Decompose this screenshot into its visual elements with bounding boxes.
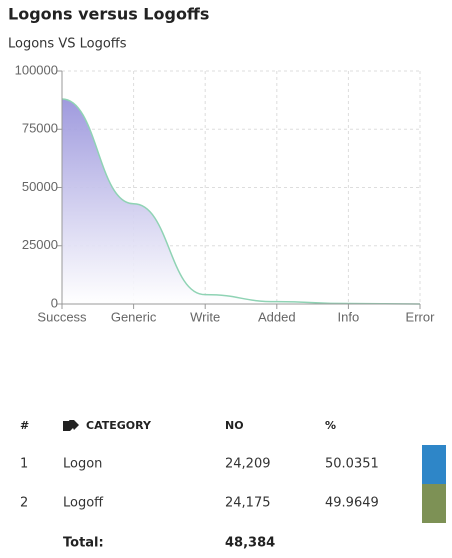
y-tick-label: 100000 <box>15 62 58 77</box>
col-header: # <box>20 419 29 432</box>
table-cell: 49.9649 <box>325 496 379 511</box>
x-tick-label: Generic <box>111 309 157 324</box>
chart-subtitle: Logons VS Logoffs <box>8 37 127 52</box>
total-value: 48,384 <box>225 536 275 551</box>
col-header: NO <box>225 419 244 432</box>
table-cell: 50.0351 <box>325 457 379 472</box>
chart-title: Logons versus Logoffs <box>8 5 209 24</box>
table-cell: Logon <box>63 457 102 472</box>
y-tick-label: 50000 <box>22 179 58 194</box>
row-color <box>422 484 446 523</box>
col-header: % <box>325 419 336 432</box>
tag-icon <box>63 420 79 431</box>
y-tick-label: 0 <box>51 295 58 310</box>
x-tick-label: Success <box>37 309 87 324</box>
y-tick-label: 75000 <box>22 121 58 136</box>
y-tick-label: 25000 <box>22 237 58 252</box>
x-tick-label: Info <box>338 309 360 324</box>
area-fill <box>62 98 420 305</box>
table-cell: 24,209 <box>225 457 271 472</box>
table-cell: 1 <box>20 457 28 472</box>
x-tick-label: Added <box>258 309 296 324</box>
col-header: CATEGORY <box>86 419 152 432</box>
table-cell: 24,175 <box>225 496 271 511</box>
total-label: Total: <box>63 536 104 551</box>
table-cell: Logoff <box>63 496 104 511</box>
row-color <box>422 445 446 484</box>
x-tick-label: Write <box>190 309 220 324</box>
x-tick-label: Error <box>406 309 436 324</box>
table-cell: 2 <box>20 496 28 511</box>
